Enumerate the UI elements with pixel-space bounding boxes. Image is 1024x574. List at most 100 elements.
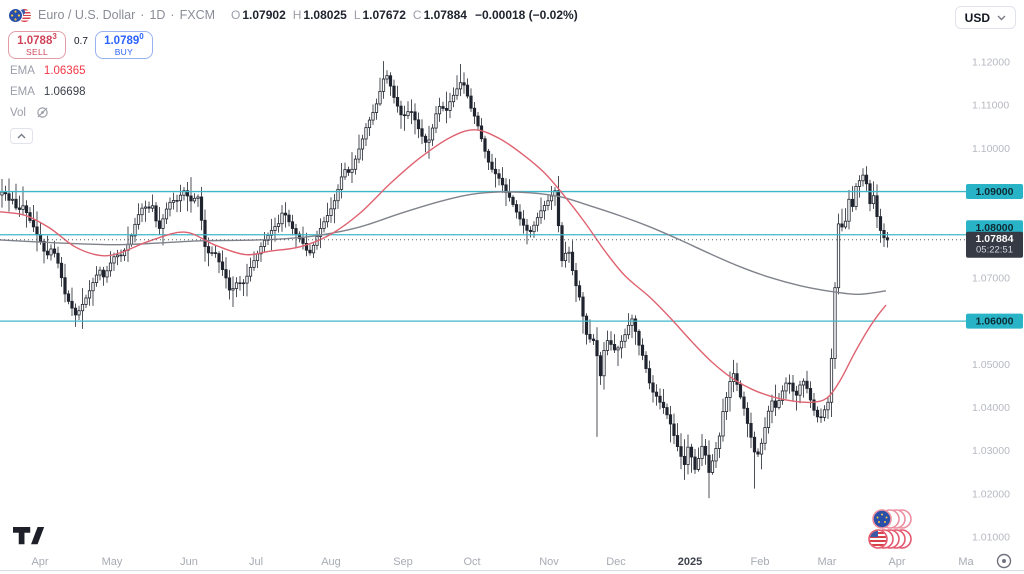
candle bbox=[63, 277, 67, 295]
candle bbox=[185, 190, 190, 197]
time-axis[interactable]: Apr May Jun Jul Aug Sep Oct Nov Dec 2025 Feb Mar Apr… bbox=[31, 556, 974, 568]
buy-button[interactable]: 1.07890 BUY bbox=[94, 31, 153, 59]
level-price-label bbox=[966, 313, 1023, 329]
candle bbox=[479, 125, 484, 140]
ema-slow-line[interactable] bbox=[0, 191, 887, 296]
candle bbox=[749, 423, 753, 438]
sell-button[interactable]: 1.07883 SELL bbox=[8, 31, 66, 59]
candle bbox=[171, 200, 176, 203]
level-price-label bbox=[966, 220, 1023, 236]
candle bbox=[248, 267, 253, 277]
candle bbox=[147, 206, 151, 209]
candle bbox=[339, 176, 344, 190]
candle bbox=[283, 212, 288, 216]
high-label: H bbox=[292, 8, 302, 22]
candle bbox=[836, 223, 841, 289]
candle bbox=[409, 111, 414, 113]
timeframe-label[interactable]: 1D bbox=[149, 8, 166, 22]
candle bbox=[448, 101, 452, 111]
currency-selector[interactable]: USD bbox=[954, 6, 1016, 29]
candle bbox=[465, 84, 470, 97]
candle bbox=[150, 205, 155, 209]
candle bbox=[693, 456, 697, 470]
candle bbox=[742, 396, 746, 409]
indicator-ema-slow[interactable]: EMA 1.06698 bbox=[10, 81, 86, 102]
candle bbox=[878, 216, 883, 231]
candle bbox=[7, 193, 11, 201]
us-events-flag-icon[interactable] bbox=[868, 529, 912, 549]
candle bbox=[385, 75, 389, 80]
candle bbox=[787, 382, 792, 385]
candle bbox=[346, 169, 351, 173]
price-tick-label: 1.02000 bbox=[972, 488, 1010, 500]
price-tick-label: 1.05000 bbox=[972, 359, 1010, 371]
low-value: 1.07672 bbox=[362, 8, 406, 22]
price-axis[interactable]: 1.12000 1.11000 1.10000 1.07000 1.05000 1.040… bbox=[966, 57, 1023, 544]
candle bbox=[721, 411, 725, 437]
candle bbox=[563, 252, 568, 262]
candle bbox=[714, 448, 718, 462]
candle bbox=[738, 383, 743, 398]
candle bbox=[430, 127, 435, 141]
candle bbox=[815, 409, 820, 418]
candle bbox=[56, 252, 60, 264]
buy-label: BUY bbox=[114, 46, 134, 57]
chevron-down-icon bbox=[997, 15, 1006, 20]
candle bbox=[525, 224, 529, 231]
ema-fast-line[interactable] bbox=[0, 129, 887, 404]
candle bbox=[885, 237, 890, 241]
candle bbox=[857, 180, 862, 187]
candle bbox=[763, 427, 767, 444]
candle bbox=[381, 78, 386, 92]
price-tick-label: 1.03000 bbox=[972, 445, 1010, 457]
bullseye-icon[interactable] bbox=[996, 553, 1012, 569]
candle bbox=[700, 445, 704, 459]
candle bbox=[168, 201, 172, 210]
eurusd-pair-flag-icon bbox=[8, 7, 33, 23]
candle bbox=[812, 399, 816, 411]
collapse-legend-button[interactable] bbox=[10, 128, 33, 144]
candle bbox=[227, 277, 232, 291]
symbol-title[interactable]: Euro / U.S. Dollar bbox=[38, 8, 136, 22]
ohlc-readout: O 1.07902 H 1.08025 L 1.07672 C 1.07884 … bbox=[226, 8, 578, 22]
candle bbox=[500, 177, 505, 186]
candle bbox=[451, 94, 456, 103]
time-tick-label: Jul bbox=[249, 556, 263, 568]
candle bbox=[3, 191, 8, 195]
candle bbox=[476, 115, 480, 127]
candle bbox=[637, 331, 641, 346]
candle bbox=[612, 344, 617, 351]
candle bbox=[780, 390, 785, 401]
candle bbox=[773, 400, 778, 408]
candle bbox=[444, 108, 449, 111]
candle bbox=[584, 315, 589, 335]
time-tick-label: Apr bbox=[31, 556, 48, 568]
eu-events-flag-icon[interactable] bbox=[872, 509, 912, 529]
indicator-volume[interactable]: Vol bbox=[10, 102, 86, 123]
candle bbox=[87, 290, 92, 299]
candle bbox=[822, 409, 827, 418]
candle bbox=[605, 340, 610, 351]
eye-off-icon bbox=[37, 107, 48, 118]
exchange-label[interactable]: FXCM bbox=[179, 8, 216, 22]
candle bbox=[273, 226, 277, 231]
candle bbox=[38, 234, 43, 242]
indicator-value: 1.06698 bbox=[43, 85, 86, 98]
candle bbox=[388, 75, 393, 87]
candle bbox=[217, 253, 221, 263]
close-label: C bbox=[412, 8, 422, 22]
candle bbox=[717, 435, 722, 449]
candle bbox=[119, 254, 123, 257]
spread-value: 0.7 bbox=[74, 36, 88, 47]
indicator-ema-fast[interactable]: EMA 1.06365 bbox=[10, 60, 86, 81]
price-tick-label: 1.01000 bbox=[972, 532, 1010, 544]
sell-price: 1.07883 bbox=[17, 32, 57, 47]
open-value: 1.07902 bbox=[242, 8, 286, 22]
indicator-legend: EMA 1.06365 EMA 1.06698 Vol bbox=[10, 60, 86, 144]
tradingview-logo[interactable] bbox=[13, 527, 45, 545]
candle bbox=[378, 90, 382, 105]
candle bbox=[427, 139, 431, 143]
candle bbox=[556, 190, 561, 227]
candle bbox=[791, 382, 795, 392]
